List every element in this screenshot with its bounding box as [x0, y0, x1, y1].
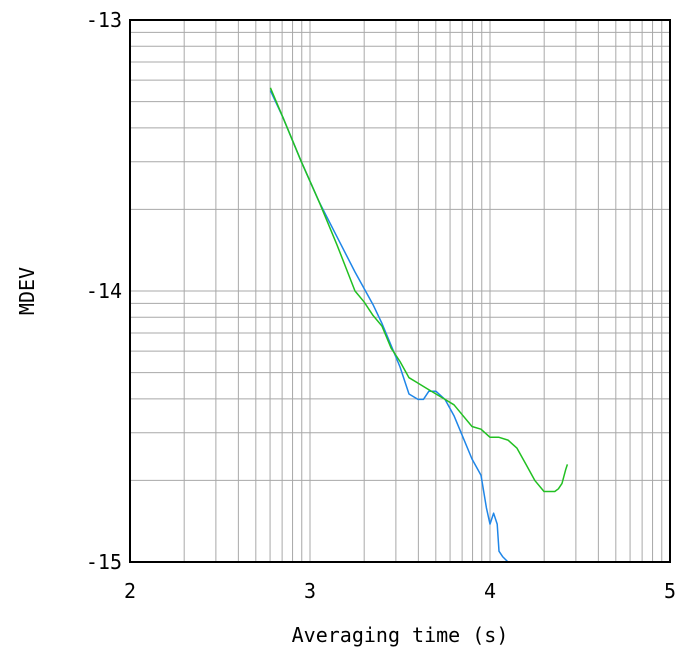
x-tick-label: 3 [304, 579, 316, 603]
plot-frame [129, 19, 671, 563]
series-lines [269, 87, 569, 563]
series-line-1 [269, 90, 509, 563]
x-tick-labels: 2 3 4 5 [124, 579, 676, 603]
y-axis-title: MDEV [15, 267, 39, 315]
x-tick-label: 2 [124, 579, 136, 603]
y-tick-labels: -13 -14 -15 [86, 8, 122, 574]
x-tick-label: 4 [484, 579, 496, 603]
x-tick-label: 5 [664, 579, 676, 603]
x-axis-title: Averaging time (s) [292, 623, 509, 647]
grid [129, 20, 670, 563]
y-tick-label: -15 [86, 550, 122, 574]
series-line-2 [269, 87, 569, 493]
y-tick-label: -13 [86, 8, 122, 32]
y-tick-label: -14 [86, 279, 122, 303]
